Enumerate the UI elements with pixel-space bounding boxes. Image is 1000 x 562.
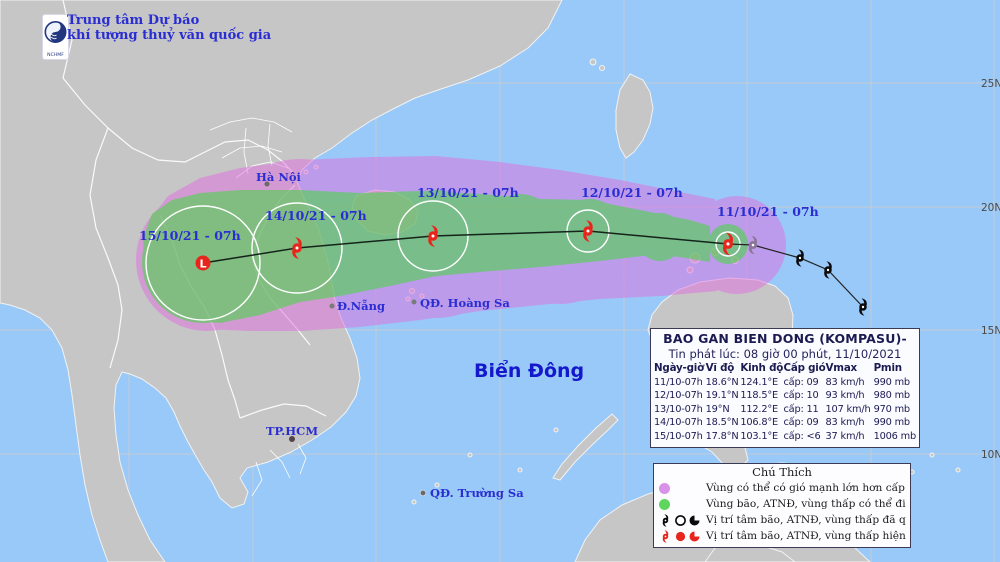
island: [929, 452, 935, 458]
island: [434, 482, 440, 488]
lat-label-10n: 10N: [981, 449, 1000, 461]
typhoon-icon: [662, 529, 669, 543]
past-position-icons: [658, 513, 706, 528]
low-area-icon: [689, 531, 700, 541]
island: [553, 427, 559, 433]
cell-vmax: 83 km/h: [825, 376, 865, 388]
storm-issued-time: Tin phát lúc: 08 giờ 00 phút, 11/10/2021: [668, 347, 902, 361]
track-label-13-10: 13/10/21 - 07h: [417, 185, 519, 200]
cell-wind: cấp: 10: [783, 390, 819, 402]
cell-lon: 103.1°E: [740, 430, 779, 442]
agency-name-line1: Trung tâm Dự báo: [67, 13, 200, 28]
cell-lat: 18.5°N: [705, 417, 739, 429]
cell-pmin: 990 mb: [873, 417, 911, 429]
cell-lat: 18.6°N: [705, 376, 739, 388]
low-pressure-marker: L: [195, 255, 211, 271]
cell-date: 12/10-07h: [654, 390, 703, 402]
map-legend: Chú Thích Vùng có thể có gió mạnh lớn hơ…: [653, 463, 911, 548]
cell-date: 14/10-07h: [654, 417, 703, 429]
nchmf-logo: NCHMF: [43, 15, 68, 59]
col-header-pmin: Pmin: [873, 362, 903, 374]
cell-pmin: 970 mb: [873, 403, 911, 415]
city-markers: [264, 181, 426, 496]
cell-lon: 112.2°E: [740, 403, 779, 415]
track-label-15-10: 15/10/21 - 07h: [139, 228, 241, 243]
agency-name: Trung tâm Dự báo khí tượng thuỷ văn quốc…: [67, 13, 271, 43]
legend-label: Vùng bão, ATNĐ, vùng thấp có thể đi qua: [706, 498, 906, 510]
track-label-12-10: 12/10/21 - 07h: [581, 185, 683, 200]
cell-wind: cấp: 09: [783, 376, 819, 388]
island: [955, 467, 961, 473]
col-header-lat: Vĩ độ: [705, 362, 735, 374]
place-label-hoangsa: QĐ. Hoàng Sa: [420, 296, 510, 310]
cell-vmax: 37 km/h: [825, 430, 865, 442]
legend-row-wind-area: Vùng có thể có gió mạnh lớn hơn cấp 6: [658, 480, 906, 496]
cell-vmax: 93 km/h: [825, 390, 865, 402]
storm-table-grid: Ngày-giờ Vĩ độ Kinh độ Cấp gió Vmax Pmin…: [654, 362, 916, 444]
island: [599, 65, 605, 71]
cell-wind: cấp: 09: [783, 417, 819, 429]
typhoon-icon: [662, 513, 669, 527]
island: [589, 58, 597, 66]
cell-wind: cấp: <6: [783, 430, 821, 442]
legend-label: Vị trí tâm bão, ATNĐ, vùng thấp đã qua: [706, 514, 906, 526]
low-marker-letter: L: [199, 258, 206, 271]
cell-lat: 17.8°N: [705, 430, 739, 442]
lat-label-25n: 25N: [981, 78, 1000, 90]
cell-pmin: 980 mb: [873, 390, 911, 402]
green-area-icon: [658, 498, 706, 510]
cell-lat: 19°N: [705, 403, 730, 415]
agency-name-line2: khí tượng thuỷ văn quốc gia: [67, 28, 272, 43]
track-label-14-10: 14/10/21 - 07h: [265, 208, 367, 223]
cell-wind: cấp: 11: [783, 403, 819, 415]
place-label-danang: Đ.Nẵng: [337, 299, 385, 313]
legend-label: Vùng có thể có gió mạnh lớn hơn cấp 6: [706, 482, 906, 494]
island: [411, 499, 417, 505]
current-position-icons: [658, 529, 706, 544]
taiwan-island: [615, 73, 654, 159]
storm-info-table: BAO GAN BIEN DONG (KOMPASU)- Tin phát lú…: [650, 328, 920, 448]
pink-area-icon: [658, 482, 706, 494]
nchmf-logo-emblem: NCHMF: [44, 21, 67, 58]
lat-label-20n: 20N: [981, 202, 1000, 214]
island: [467, 452, 473, 458]
col-header-date: Ngày-giờ: [654, 362, 704, 374]
col-header-wind: Cấp gió: [783, 362, 826, 374]
place-label-hanoi: Hà Nội: [256, 170, 302, 184]
cell-pmin: 1006 mb: [873, 430, 917, 442]
col-header-lon: Kinh độ: [740, 362, 784, 374]
legend-row-passage-area: Vùng bão, ATNĐ, vùng thấp có thể đi qua: [658, 496, 906, 512]
col-header-vmax: Vmax: [825, 362, 858, 374]
place-label-tphcm: TP.HCM: [266, 424, 318, 438]
cell-lon: 124.1°E: [740, 376, 779, 388]
low-area-icon: [689, 515, 700, 525]
legend-row-current-position: Vị trí tâm bão, ATNĐ, vùng thấp hiện tại…: [658, 528, 906, 544]
place-label-truongsa: QĐ. Trường Sa: [430, 486, 524, 500]
cell-lat: 19.1°N: [705, 390, 739, 402]
cell-date: 11/10-07h: [654, 376, 703, 388]
depression-circle-icon: [675, 531, 686, 541]
cell-date: 13/10-07h: [654, 403, 703, 415]
lat-label-15n: 15N: [981, 325, 1000, 337]
cell-vmax: 83 km/h: [825, 417, 865, 429]
cell-lon: 118.5°E: [740, 390, 779, 402]
storm-title: BAO GAN BIEN DONG (KOMPASU)-: [663, 331, 907, 346]
depression-circle-icon: [675, 514, 686, 526]
track-label-11-10: 11/10/21 - 07h: [717, 204, 819, 219]
cell-pmin: 990 mb: [873, 376, 911, 388]
palawan-island: [552, 413, 619, 481]
legend-title: Chú Thích: [752, 465, 812, 479]
legend-row-past-position: Vị trí tâm bão, ATNĐ, vùng thấp đã qua: [658, 512, 906, 528]
cell-vmax: 107 km/h: [825, 403, 871, 415]
nchmf-logo-text: NCHMF: [47, 52, 64, 58]
cell-lon: 106.8°E: [740, 417, 779, 429]
legend-label: Vị trí tâm bão, ATNĐ, vùng thấp hiện tại…: [706, 530, 906, 542]
cell-date: 15/10-07h: [654, 430, 703, 442]
sea-name-label: Biển Đông: [474, 359, 584, 382]
island: [517, 467, 523, 473]
